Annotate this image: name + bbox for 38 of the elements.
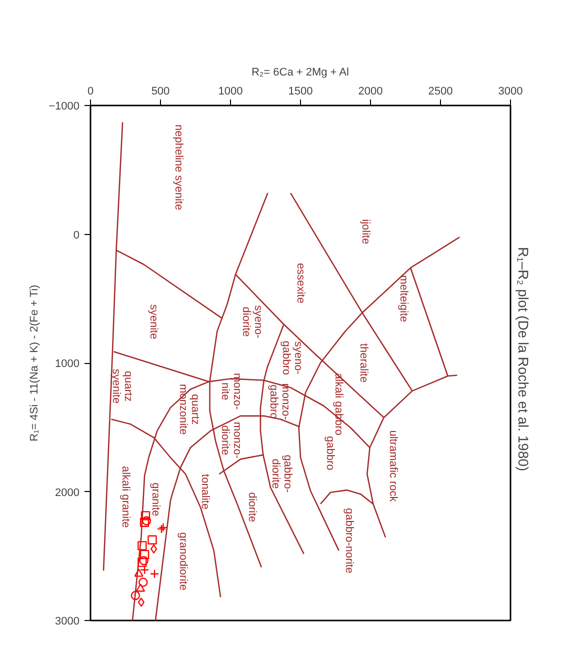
annotation: granodiorite [176, 532, 189, 590]
annotation: monzo- gabbro [268, 383, 292, 420]
annotation: syenite [148, 304, 160, 340]
annotation: quartz monzonite [177, 384, 202, 435]
x-tick-label: 0 [87, 86, 94, 98]
x-tick-label: 1000 [218, 86, 243, 98]
annotation: monzo- nite [219, 372, 244, 410]
annotation: ultramafic rock [386, 430, 399, 502]
annotation: gabbro-norite [342, 508, 355, 574]
annotation: alkali gabbro [332, 373, 344, 436]
annotation: syeno- diorite [240, 305, 264, 339]
y-tick-label: −1000 [48, 100, 80, 112]
x-tick-label: 1500 [288, 86, 313, 98]
y-tick-label: 3000 [55, 616, 80, 628]
annotation: quartz syenite [110, 368, 134, 404]
annotation: diorite [246, 492, 258, 522]
annotation: alkali granite [119, 466, 132, 528]
annotation: gabbro [324, 436, 336, 470]
y-axis-title: R₁= 4Si - 11(Na + K) - 2(Fe + Ti) [28, 284, 41, 442]
annotation: gabbro- diorite [270, 454, 294, 494]
annotation: melteigite [397, 275, 410, 322]
annotation: nepheline syenite [172, 124, 185, 210]
annotation: syeno- gabbro [280, 340, 304, 375]
annotation: tonalite [199, 474, 212, 510]
y-tick-label: 1000 [55, 358, 80, 370]
annotation: monzo- diorite [219, 422, 244, 459]
annotation: granite [150, 482, 162, 516]
annotation: essexite [294, 263, 306, 304]
text: R₁–R₂ plot (De la Roche et al. 1980) [516, 247, 532, 472]
y-tick-label: 2000 [55, 486, 80, 499]
annotation: ijolite [360, 219, 372, 244]
x-axis-title: R₂= 6Ca + 2Mg + Al [251, 66, 349, 78]
x-tick-label: 2500 [428, 86, 453, 98]
x-tick-label: 3000 [498, 86, 523, 98]
x-tick-label: 2000 [358, 86, 383, 98]
x-tick-label: 500 [151, 86, 170, 98]
y-tick-label: 0 [73, 229, 80, 242]
annotation: theralite [358, 343, 370, 383]
